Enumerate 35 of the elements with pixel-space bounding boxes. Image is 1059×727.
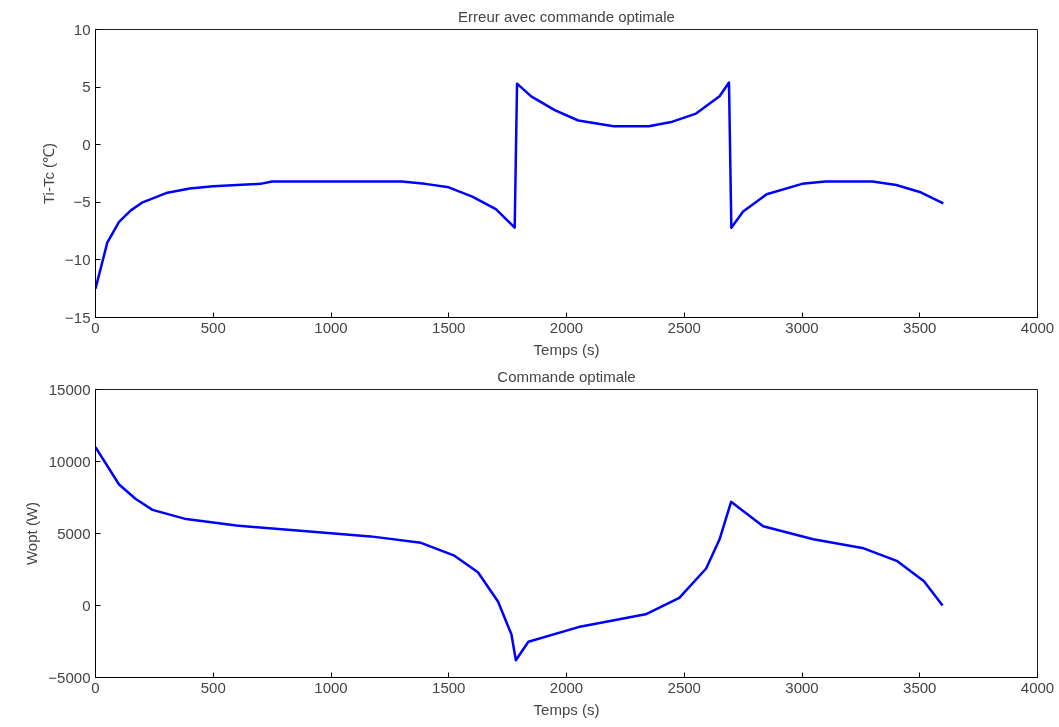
y-tick-label: 0 [82, 135, 91, 153]
x-tick-label: 2000 [549, 318, 584, 336]
line-series [95, 81, 945, 290]
x-tick-label: 4000 [1020, 678, 1055, 696]
y-axis-title: Wopt (W) [23, 501, 41, 566]
chart-title: Erreur avec commande optimale [458, 7, 675, 25]
y-tick-label: 5000 [57, 524, 91, 542]
chart-title: Commande optimale [497, 367, 636, 385]
y-axis-title: Ti-Tc (℃) [40, 142, 58, 205]
y-tick-label: 10000 [48, 452, 91, 470]
x-tick-label: 2000 [549, 678, 584, 696]
x-tick-label: 3500 [903, 318, 937, 336]
x-tick-label: 1500 [432, 678, 466, 696]
x-tick-label: 3500 [903, 678, 937, 696]
x-tick-label: 1500 [432, 318, 466, 336]
x-axis-title: Temps (s) [533, 700, 600, 718]
y-tick-label: 5 [82, 78, 91, 96]
x-tick-label: 1000 [314, 678, 348, 696]
x-tick-label: 500 [200, 678, 226, 696]
y-tick-label: 15000 [48, 380, 91, 398]
x-tick-label: 2500 [667, 678, 701, 696]
y-tick-label: −5 [73, 193, 91, 211]
y-tick-label: −15 [65, 308, 91, 326]
x-axis-title: Temps (s) [533, 340, 600, 358]
x-tick-label: 2500 [667, 318, 701, 336]
x-tick-label: 500 [200, 318, 226, 336]
y-tick-label: −5000 [48, 668, 91, 686]
x-tick-label: 1000 [314, 318, 348, 336]
y-tick-label: 10 [73, 20, 91, 38]
line-series [95, 445, 944, 662]
y-tick-label: 0 [82, 596, 91, 614]
x-tick-label: 4000 [1020, 318, 1055, 336]
y-tick-label: −10 [65, 250, 91, 268]
x-tick-label: 3000 [785, 318, 819, 336]
x-tick-label: 3000 [785, 678, 819, 696]
